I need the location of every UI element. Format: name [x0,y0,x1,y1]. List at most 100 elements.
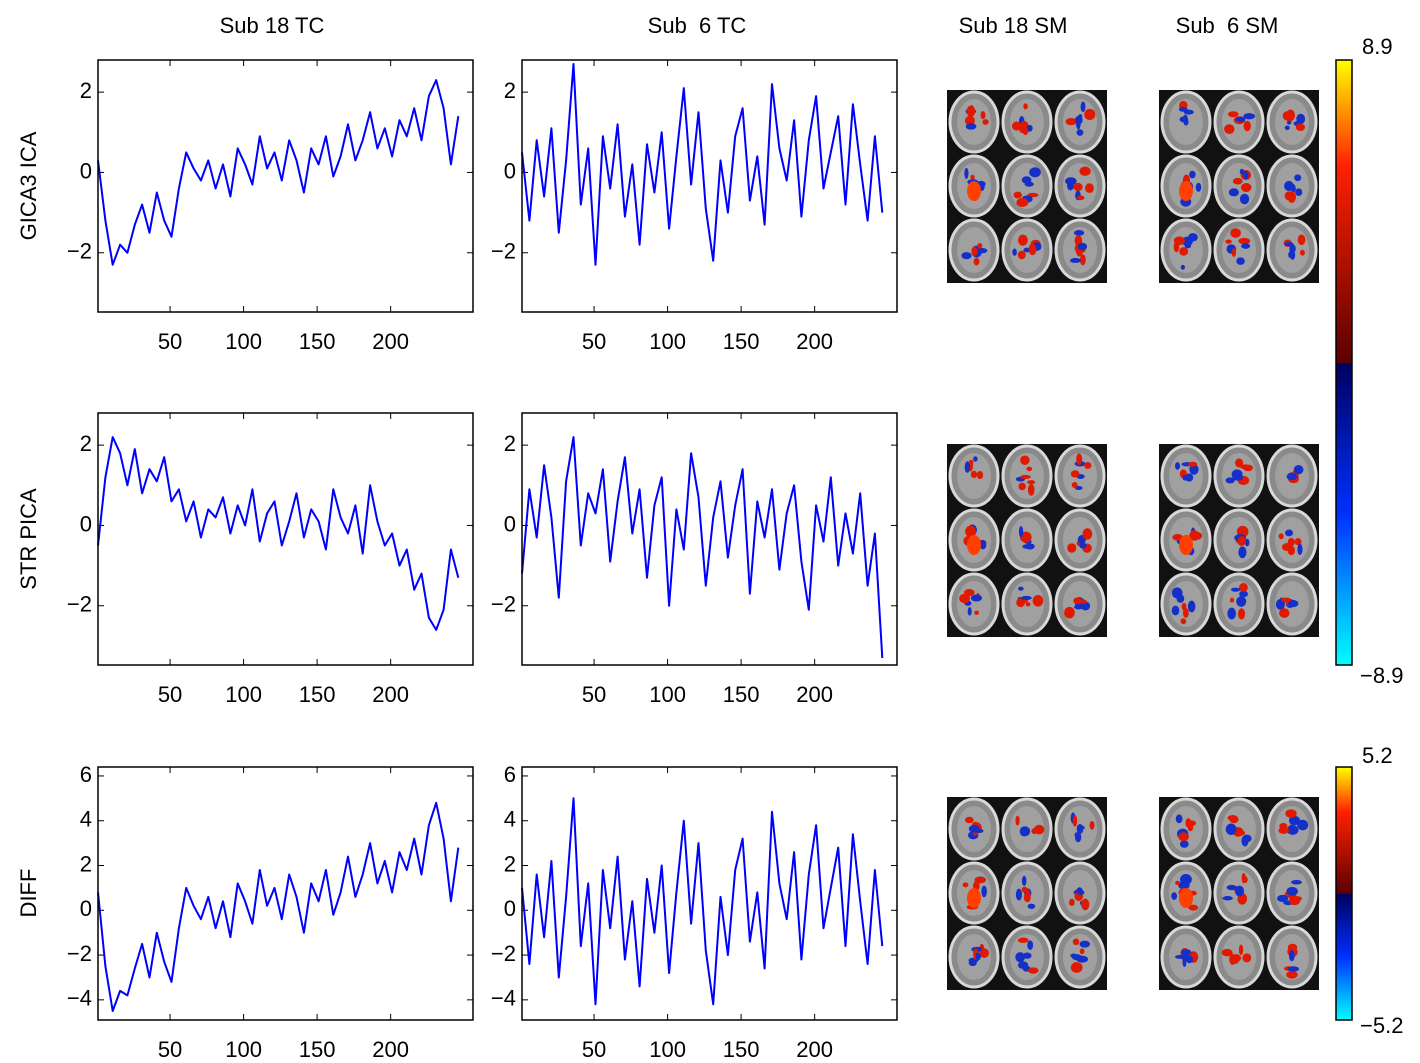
y-tick-label: 2 [504,78,516,103]
y-tick-label: 0 [504,158,516,183]
activation-blob [1019,526,1023,538]
x-tick-label: 50 [582,1037,606,1062]
x-tick-label: 100 [649,329,686,354]
x-tick-label: 150 [299,682,336,707]
brain-map [947,444,1107,637]
activation-blob [1033,595,1044,607]
column-title: Sub 18 TC [220,13,325,38]
plot-frame [522,60,897,312]
row-label: STR PICA [16,488,41,590]
page: Sub 18 TC Sub 6 TC Sub 18 SM Sub 6 SM GI… [0,0,1420,1063]
activation-blob [1016,198,1028,207]
activation-blob [971,247,977,256]
y-tick-label: −2 [67,941,92,966]
colorbar-max-label: 8.9 [1362,34,1393,59]
colorbar-min-label: −8.9 [1360,663,1403,688]
activation-blob [1287,473,1298,480]
activation-blob [1233,178,1243,185]
activation-blob [1279,608,1289,618]
activation-blob [977,243,982,249]
activation-blob [1071,962,1083,973]
activation-blob [1230,954,1241,962]
activation-blob [1238,608,1245,619]
y-tick-label: 4 [80,807,92,832]
activation-blob [1029,244,1037,256]
activation-blob [1018,961,1028,969]
activation-blob [965,462,970,473]
activation-blob [1181,949,1191,955]
activation-blob [1238,238,1250,244]
activation-blob [975,829,984,833]
activation-blob [1222,896,1233,900]
data-line [98,437,458,630]
activation-blob [1085,183,1094,193]
activation-blob [1080,941,1091,948]
y-tick-label: 2 [504,431,516,456]
activation-blob [1175,881,1180,885]
x-tick-label: 200 [796,329,833,354]
activation-blob [1020,475,1031,479]
activation-blob [1012,122,1021,131]
activation-blob [1281,597,1291,602]
activation-blob [1175,462,1180,470]
activation-blob [1090,821,1095,830]
activation-blob [961,252,971,259]
activation-blob [1027,480,1035,484]
y-tick-label: 2 [80,851,92,876]
x-tick-label: 100 [225,1037,262,1062]
y-tick-label: −4 [67,986,92,1011]
activation-blob [1029,167,1041,177]
activation-blob [1067,543,1076,552]
x-tick-label: 100 [225,329,262,354]
activation-blob [1076,453,1082,465]
activation-blob [974,611,979,615]
activation-blob [1020,826,1030,836]
figure: Sub 18 TC Sub 6 TC Sub 18 SM Sub 6 SM GI… [0,0,1420,1063]
activation-blob [977,471,983,479]
activation-blob [974,877,985,884]
activation-blob [1241,836,1248,847]
activation-blob [1070,258,1081,263]
plot-frame [522,413,897,665]
activation-blob [1188,601,1196,613]
activation-blob [1285,530,1293,537]
activation-blob [1231,588,1240,592]
row-label: DIFF [16,869,41,918]
activation-blob [1079,542,1087,548]
activation-core [967,535,981,555]
activation-blob [1224,124,1234,134]
activation-blob [1230,598,1234,603]
y-tick-label: −2 [67,592,92,617]
activation-blob [1084,109,1095,120]
activation-blob [1018,251,1026,260]
activation-core [1179,535,1193,555]
x-tick-label: 150 [723,1037,760,1062]
x-tick-label: 200 [796,1037,833,1062]
x-tick-label: 200 [372,329,409,354]
activation-blob [1080,948,1085,954]
x-tick-label: 150 [299,1037,336,1062]
activation-blob [964,168,968,179]
activation-blob [1178,832,1189,841]
activation-blob [1073,183,1082,191]
activation-blob [1077,196,1084,201]
activation-blob [1179,247,1188,256]
colorbar-max-label: 5.2 [1362,743,1393,768]
y-tick-label: −2 [67,239,92,264]
activation-blob [1243,876,1248,883]
activation-blob [1073,597,1082,604]
activation-blob [1239,944,1243,955]
activation-blob [1172,606,1180,616]
x-tick-label: 200 [372,1037,409,1062]
activation-blob [1179,107,1188,112]
activation-blob [1025,182,1034,187]
activation-blob [1081,102,1086,113]
y-tick-label: 0 [80,158,92,183]
activation-blob [1078,890,1083,895]
data-line [98,803,458,1011]
data-line [522,437,882,658]
activation-blob [1227,608,1236,620]
activation-core [1179,888,1193,908]
activation-blob [1180,874,1192,885]
activation-blob [1277,895,1288,902]
